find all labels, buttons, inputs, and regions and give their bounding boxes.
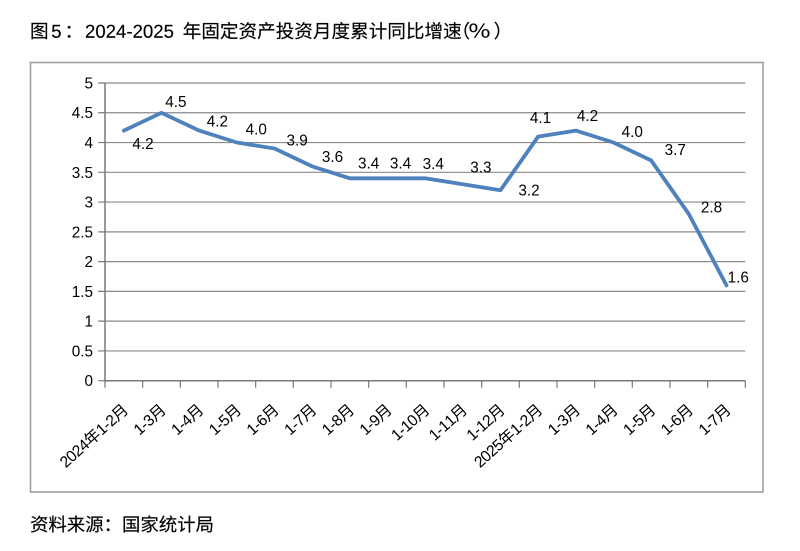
svg-text:3.6: 3.6 — [322, 149, 343, 166]
svg-text:3: 3 — [84, 195, 93, 212]
svg-text:4.0: 4.0 — [246, 121, 267, 138]
svg-text:2: 2 — [84, 254, 93, 271]
svg-text:1: 1 — [84, 314, 93, 331]
svg-text:4.2: 4.2 — [577, 108, 598, 125]
svg-text:4.5: 4.5 — [72, 105, 93, 122]
svg-text:1.5: 1.5 — [72, 284, 93, 301]
svg-text:3.2: 3.2 — [518, 183, 539, 200]
svg-text:2.5: 2.5 — [72, 224, 93, 241]
svg-text:5: 5 — [84, 75, 93, 92]
svg-text:0.5: 0.5 — [72, 343, 93, 360]
svg-text:4: 4 — [84, 135, 93, 152]
svg-text:3.9: 3.9 — [286, 132, 307, 149]
svg-text:3.3: 3.3 — [470, 159, 491, 176]
svg-text:4.1: 4.1 — [530, 110, 551, 127]
svg-text:4.2: 4.2 — [132, 136, 153, 153]
svg-text:3.4: 3.4 — [423, 156, 445, 173]
svg-text:3.5: 3.5 — [72, 165, 93, 182]
svg-text:1.6: 1.6 — [728, 269, 749, 286]
svg-text:4.5: 4.5 — [165, 94, 186, 111]
svg-text:4.2: 4.2 — [207, 113, 228, 130]
svg-text:3.4: 3.4 — [390, 155, 412, 172]
svg-text:4.0: 4.0 — [622, 124, 643, 141]
svg-text:3.4: 3.4 — [358, 155, 380, 172]
svg-text:2.8: 2.8 — [701, 200, 722, 217]
svg-text:3.7: 3.7 — [665, 142, 686, 159]
svg-text:0: 0 — [84, 373, 93, 390]
